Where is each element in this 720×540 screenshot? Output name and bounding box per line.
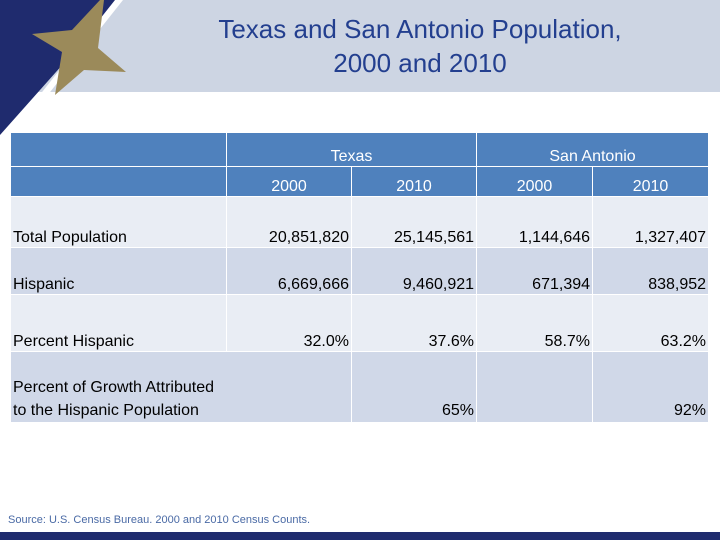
source-note: Source: U.S. Census Bureau. 2000 and 201… bbox=[8, 514, 311, 526]
table-cell: 58.7% bbox=[476, 294, 594, 352]
row-label: Hispanic bbox=[10, 247, 227, 295]
table-row: Percent of Growth Attributed to the Hisp… bbox=[10, 351, 710, 423]
title-line-1: Texas and San Antonio Population, bbox=[218, 14, 622, 44]
page-title: Texas and San Antonio Population, 2000 a… bbox=[140, 12, 700, 80]
year-header: 2010 bbox=[592, 166, 710, 197]
table-cell: 65% bbox=[350, 351, 478, 423]
table-cell: 838,952 bbox=[592, 247, 710, 295]
year-header: 2000 bbox=[226, 166, 352, 197]
table-cell: 6,669,666 bbox=[226, 247, 352, 295]
table-cell: 671,394 bbox=[476, 247, 594, 295]
table-cell: 32.0% bbox=[226, 294, 352, 352]
table-cell: 1,327,407 bbox=[592, 196, 710, 248]
row-label-line-2: to the Hispanic Population bbox=[13, 402, 199, 419]
bottom-bar bbox=[0, 532, 720, 540]
table-cell: 63.2% bbox=[592, 294, 710, 352]
title-line-2: 2000 and 2010 bbox=[333, 48, 507, 78]
table-row: Total Population 20,851,820 25,145,561 1… bbox=[10, 196, 710, 248]
year-header: 2010 bbox=[350, 166, 478, 197]
table-cell bbox=[476, 351, 594, 423]
group-header-row: Texas San Antonio bbox=[10, 132, 710, 167]
empty-header-cell bbox=[10, 132, 227, 167]
table-row: Hispanic 6,669,666 9,460,921 671,394 838… bbox=[10, 247, 710, 295]
header-band bbox=[0, 0, 720, 92]
table-cell: 1,144,646 bbox=[476, 196, 594, 248]
table-cell: 20,851,820 bbox=[226, 196, 352, 248]
group-header-san-antonio: San Antonio bbox=[476, 132, 710, 167]
row-label: Percent of Growth Attributed to the Hisp… bbox=[10, 351, 352, 423]
row-label-line-1: Percent of Growth Attributed bbox=[13, 379, 214, 396]
table-cell: 37.6% bbox=[350, 294, 478, 352]
table-cell: 25,145,561 bbox=[350, 196, 478, 248]
row-label: Percent Hispanic bbox=[10, 294, 227, 352]
year-header-row: 2000 2010 2000 2010 bbox=[10, 166, 710, 197]
table-cell: 92% bbox=[592, 351, 710, 423]
population-table: Texas San Antonio 2000 2010 2000 2010 To… bbox=[10, 132, 710, 423]
group-header-texas: Texas bbox=[225, 132, 478, 167]
table-cell: 9,460,921 bbox=[350, 247, 478, 295]
row-label: Total Population bbox=[10, 196, 227, 248]
empty-header-cell bbox=[10, 166, 227, 197]
star-logo-icon bbox=[0, 0, 126, 135]
year-header: 2000 bbox=[476, 166, 594, 197]
table-row: Percent Hispanic 32.0% 37.6% 58.7% 63.2% bbox=[10, 294, 710, 352]
